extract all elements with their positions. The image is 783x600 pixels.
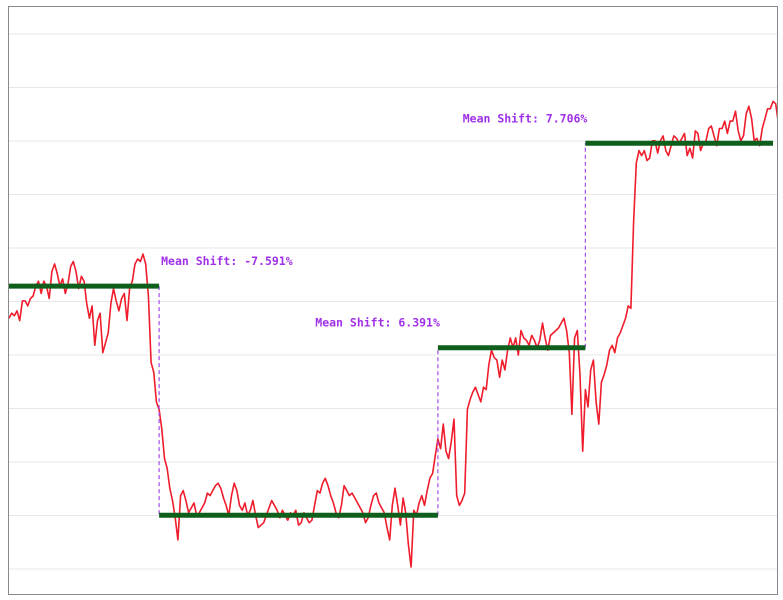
line-chart: Mean Shift: -7.591% Mean Shift: 6.391% Mea…	[9, 33, 777, 570]
price-series-line	[9, 100, 777, 568]
segment-mean-lines	[9, 140, 773, 518]
shift-connectors	[158, 143, 586, 516]
mean-shift-label: Mean Shift: 6.391%	[315, 316, 440, 330]
mean-shift-label: Mean Shift: -7.591%	[161, 254, 293, 268]
grid-lines	[9, 33, 777, 570]
chart-frame: Mean Shift: -7.591% Mean Shift: 6.391% Mea…	[8, 6, 778, 595]
shift-annotations: Mean Shift: -7.591% Mean Shift: 6.391% Mea…	[161, 111, 587, 329]
mean-shift-label: Mean Shift: 7.706%	[463, 111, 588, 125]
